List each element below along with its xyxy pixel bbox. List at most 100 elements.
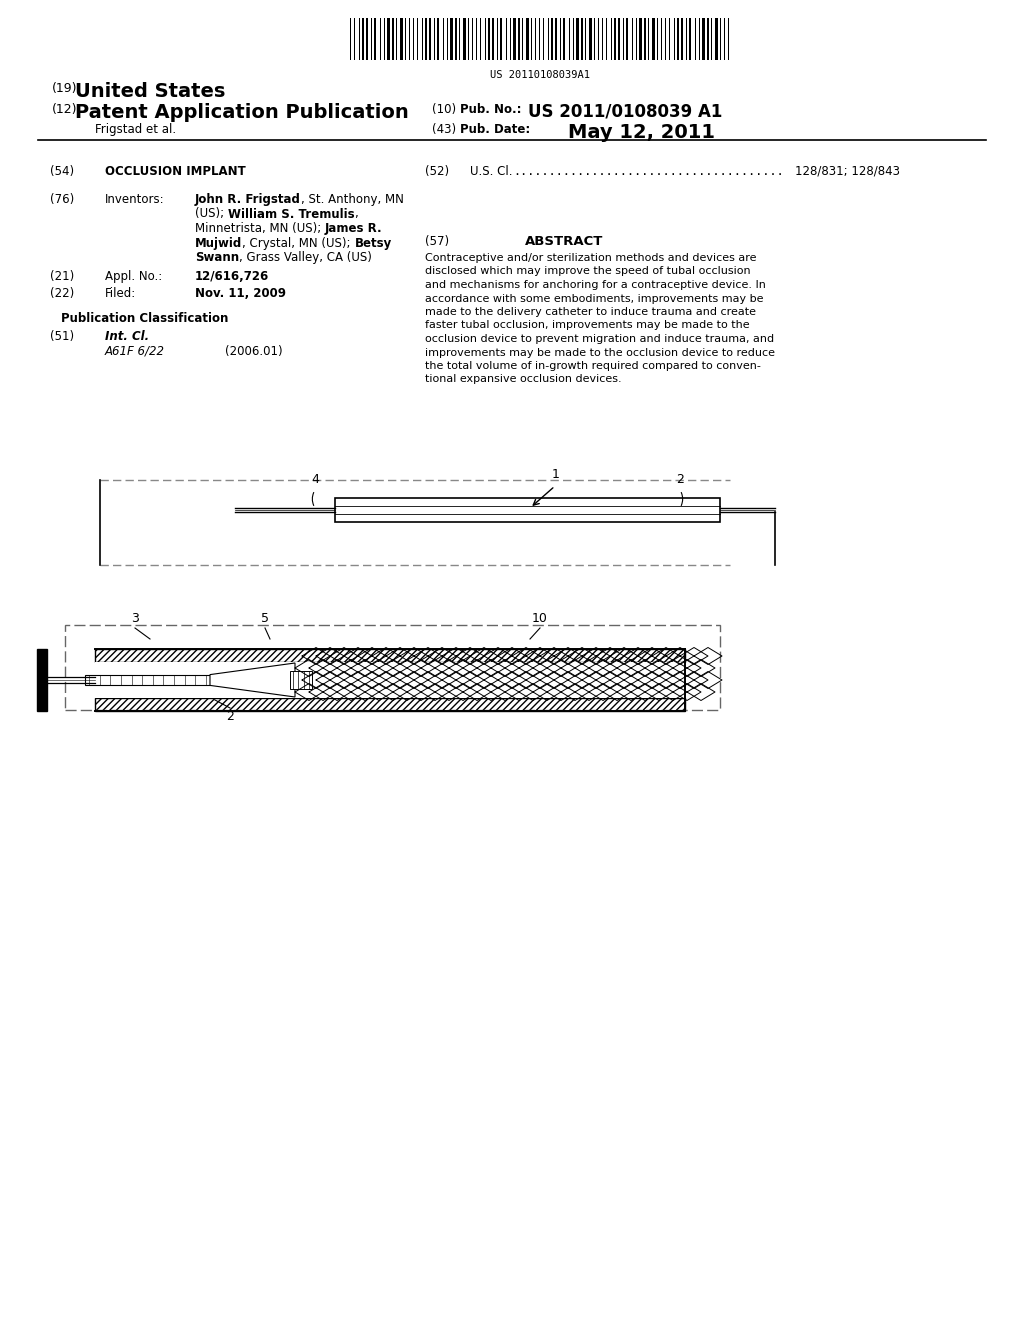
Bar xyxy=(563,18,565,59)
Text: (19): (19) xyxy=(52,82,78,95)
Text: OCCLUSION IMPLANT: OCCLUSION IMPLANT xyxy=(105,165,246,178)
Bar xyxy=(85,675,210,685)
Bar xyxy=(518,18,520,59)
Text: 2: 2 xyxy=(676,473,684,486)
Bar xyxy=(425,18,427,59)
Text: US 2011/0108039 A1: US 2011/0108039 A1 xyxy=(528,103,722,121)
Text: (2006.01): (2006.01) xyxy=(225,345,283,358)
Bar xyxy=(589,18,592,59)
Text: Filed:: Filed: xyxy=(105,286,136,300)
Bar xyxy=(400,18,403,59)
Text: (57): (57) xyxy=(425,235,450,248)
Bar xyxy=(526,18,529,59)
Text: Patent Application Publication: Patent Application Publication xyxy=(75,103,409,121)
Text: James R.: James R. xyxy=(325,222,383,235)
Bar xyxy=(500,18,502,59)
Text: , St. Anthony, MN: , St. Anthony, MN xyxy=(301,193,403,206)
Bar xyxy=(362,18,364,59)
Bar xyxy=(387,18,390,59)
Bar xyxy=(702,18,705,59)
Bar xyxy=(95,649,685,663)
Bar xyxy=(707,18,709,59)
Text: (51): (51) xyxy=(50,330,74,343)
Bar xyxy=(681,18,683,59)
Bar xyxy=(450,18,453,59)
Text: (76): (76) xyxy=(50,193,75,206)
Bar xyxy=(492,18,494,59)
Bar xyxy=(95,698,685,711)
Bar xyxy=(513,18,516,59)
Bar xyxy=(65,624,720,710)
Text: Mujwid: Mujwid xyxy=(195,236,243,249)
Text: faster tubal occlusion, improvements may be made to the: faster tubal occlusion, improvements may… xyxy=(425,321,750,330)
Text: Contraceptive and/or sterilization methods and devices are: Contraceptive and/or sterilization metho… xyxy=(425,253,757,263)
Text: US 20110108039A1: US 20110108039A1 xyxy=(490,70,590,81)
Text: William S. Tremulis: William S. Tremulis xyxy=(228,207,354,220)
Bar xyxy=(626,18,628,59)
Bar xyxy=(488,18,490,59)
Text: Swann: Swann xyxy=(195,251,240,264)
Text: 2: 2 xyxy=(226,710,233,723)
Text: accordance with some embodiments, improvements may be: accordance with some embodiments, improv… xyxy=(425,293,764,304)
Bar xyxy=(639,18,642,59)
Text: Inventors:: Inventors: xyxy=(105,193,165,206)
Text: Publication Classification: Publication Classification xyxy=(61,312,228,325)
Text: , Crystal, MN (US);: , Crystal, MN (US); xyxy=(243,236,354,249)
Bar xyxy=(644,18,646,59)
Bar xyxy=(295,663,685,698)
Text: (54): (54) xyxy=(50,165,74,178)
Bar xyxy=(677,18,679,59)
Text: Pub. No.:: Pub. No.: xyxy=(460,103,521,116)
Bar xyxy=(575,18,579,59)
Text: John R. Frigstad: John R. Frigstad xyxy=(195,193,301,206)
Text: 1: 1 xyxy=(552,469,560,480)
Text: , Grass Valley, CA (US): , Grass Valley, CA (US) xyxy=(240,251,372,264)
Bar xyxy=(555,18,557,59)
Bar xyxy=(463,18,466,59)
Bar xyxy=(689,18,691,59)
Text: (12): (12) xyxy=(52,103,78,116)
Text: made to the delivery catheter to induce trauma and create: made to the delivery catheter to induce … xyxy=(425,308,756,317)
Bar xyxy=(715,18,718,59)
Text: improvements may be made to the occlusion device to reduce: improvements may be made to the occlusio… xyxy=(425,347,775,358)
Bar xyxy=(581,18,583,59)
Polygon shape xyxy=(210,663,295,697)
Bar xyxy=(374,18,376,59)
Text: Betsy: Betsy xyxy=(354,236,392,249)
Bar xyxy=(95,663,685,698)
Bar xyxy=(455,18,457,59)
Text: (US);: (US); xyxy=(195,207,228,220)
Text: May 12, 2011: May 12, 2011 xyxy=(568,123,715,143)
Bar xyxy=(37,649,47,711)
Text: (22): (22) xyxy=(50,286,75,300)
Bar xyxy=(366,18,368,59)
Text: Minnetrista, MN (US);: Minnetrista, MN (US); xyxy=(195,222,325,235)
Text: (21): (21) xyxy=(50,271,75,282)
Text: ABSTRACT: ABSTRACT xyxy=(525,235,603,248)
Text: Pub. Date:: Pub. Date: xyxy=(460,123,530,136)
Bar xyxy=(95,663,295,698)
Bar xyxy=(551,18,553,59)
Text: 12/616,726: 12/616,726 xyxy=(195,271,269,282)
Text: Nov. 11, 2009: Nov. 11, 2009 xyxy=(195,286,286,300)
Text: (52): (52) xyxy=(425,165,450,178)
Bar xyxy=(335,498,720,521)
Bar xyxy=(290,671,312,689)
Bar xyxy=(614,18,616,59)
Text: ,: , xyxy=(354,207,358,220)
Bar xyxy=(652,18,655,59)
Text: 5: 5 xyxy=(261,612,269,624)
Text: 4: 4 xyxy=(311,473,318,486)
Bar xyxy=(429,18,431,59)
Text: the total volume of in-growth required compared to conven-: the total volume of in-growth required c… xyxy=(425,360,761,371)
Text: disclosed which may improve the speed of tubal occlusion: disclosed which may improve the speed of… xyxy=(425,267,751,276)
Bar xyxy=(618,18,620,59)
Text: Frigstad et al.: Frigstad et al. xyxy=(95,123,176,136)
Text: A61F 6/22: A61F 6/22 xyxy=(105,345,165,358)
Text: (10): (10) xyxy=(432,103,456,116)
Text: (43): (43) xyxy=(432,123,456,136)
Text: ......................................: ...................................... xyxy=(513,165,783,178)
Text: 10: 10 xyxy=(532,612,548,624)
Text: 128/831; 128/843: 128/831; 128/843 xyxy=(795,165,900,178)
Bar xyxy=(437,18,439,59)
